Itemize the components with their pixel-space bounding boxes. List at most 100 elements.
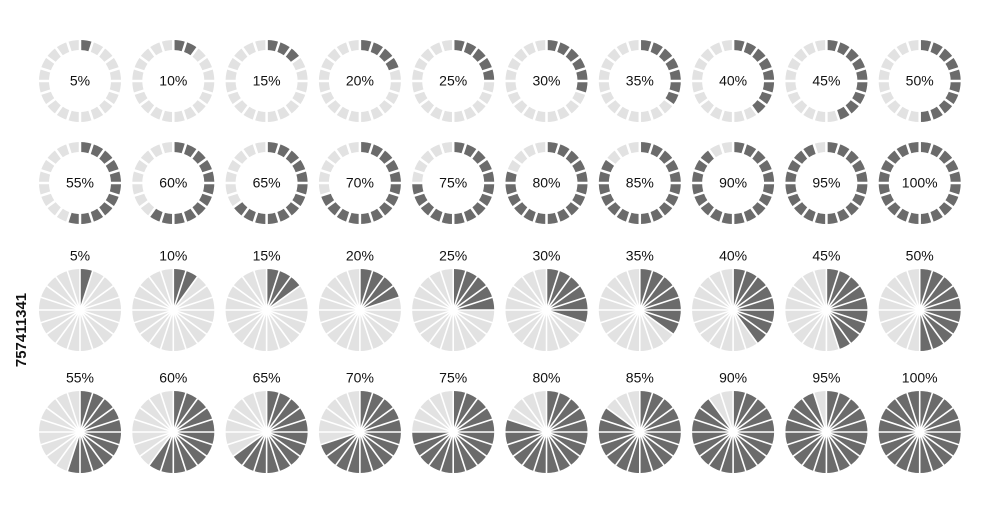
segment-gap — [274, 109, 281, 122]
segment-gap — [800, 148, 810, 160]
segment-gap — [65, 109, 72, 122]
segment-gap — [232, 406, 268, 433]
segment-gap — [376, 46, 386, 58]
segment-gap — [825, 269, 841, 311]
segment-gap — [319, 66, 332, 73]
pie-chart: 90% — [691, 370, 776, 474]
value-label: 95% — [812, 370, 840, 386]
segment-gap — [54, 309, 81, 345]
segment-gap — [376, 206, 386, 218]
segment-gap — [656, 148, 666, 160]
segment-gap — [943, 157, 955, 167]
segment-gap — [919, 431, 955, 458]
segment-gap — [346, 269, 361, 311]
segment-gap — [639, 309, 666, 345]
segment-gap — [172, 284, 208, 311]
segment-gap — [800, 46, 810, 58]
donut-chart: 65% — [224, 141, 309, 225]
segment-gap — [96, 148, 106, 160]
segment-gap — [439, 211, 446, 224]
segment-gap — [232, 309, 268, 336]
segment-gap — [383, 157, 395, 167]
segment-gap — [232, 284, 268, 311]
segment-gap — [138, 199, 150, 209]
pie-chart: 10% — [131, 248, 216, 352]
pie-chart: 45% — [784, 248, 869, 352]
segment-gap — [692, 168, 705, 175]
segment-gap — [894, 206, 904, 218]
segment-gap — [274, 40, 281, 53]
segment-gap — [376, 104, 386, 116]
segment-gap — [625, 142, 632, 155]
segment-gap — [65, 40, 72, 53]
segment-gap — [325, 199, 337, 209]
segment-gap — [879, 89, 892, 96]
segment-gap — [252, 211, 259, 224]
segment-gap — [919, 296, 960, 311]
donut-chart: 5% — [38, 39, 122, 123]
segment-gap — [546, 406, 581, 433]
segment-gap — [599, 431, 641, 446]
segment-gap — [563, 46, 573, 58]
segment-gap — [626, 309, 641, 351]
segment-gap — [918, 431, 934, 473]
segment-gap — [707, 309, 734, 345]
segment-gap — [718, 211, 726, 224]
segment-gap — [345, 142, 352, 155]
segment-gap — [241, 397, 268, 433]
value-label: 25% — [439, 73, 467, 89]
segment-gap — [334, 309, 361, 345]
segment-gap — [843, 148, 853, 160]
segment-gap — [511, 199, 523, 209]
segment-gap — [918, 309, 934, 351]
segment-gap — [554, 142, 561, 155]
segment-gap — [574, 89, 587, 96]
segment-gap — [905, 142, 912, 155]
segment-gap — [626, 269, 641, 311]
segment-gap — [439, 109, 446, 122]
segment-gap — [843, 104, 853, 116]
segment-gap — [825, 309, 861, 336]
segment-gap — [885, 284, 921, 311]
segment-gap — [936, 148, 946, 160]
segment-gap — [854, 66, 867, 73]
segment-gap — [54, 431, 81, 467]
segment-gap — [79, 309, 121, 324]
segment-gap — [506, 191, 519, 198]
segment-gap — [334, 46, 344, 58]
pie-chart: 65% — [224, 370, 309, 474]
segment-gap — [196, 157, 209, 167]
segment-gap — [511, 55, 523, 65]
segment-gap — [532, 142, 539, 155]
segment-gap — [265, 397, 292, 433]
segment-gap — [265, 309, 292, 345]
segment-gap — [418, 431, 454, 458]
segment-gap — [427, 397, 454, 433]
segment-gap — [88, 109, 95, 122]
segment-gap — [639, 431, 675, 458]
segment-gap — [469, 46, 479, 58]
segment-gap — [66, 269, 81, 311]
segment-gap — [39, 418, 81, 433]
segment-gap — [88, 40, 95, 53]
value-label: 90% — [719, 175, 747, 191]
segment-gap — [741, 142, 748, 155]
segment-gap — [532, 431, 548, 473]
segment-gap — [147, 46, 157, 58]
segment-gap — [545, 391, 561, 433]
segment-gap — [605, 97, 617, 107]
segment-gap — [732, 296, 774, 311]
value-label: 100% — [902, 370, 938, 386]
segment-gap — [231, 55, 244, 65]
segment-gap — [506, 418, 547, 433]
segment-gap — [756, 157, 768, 167]
donut-chart: 75% — [411, 141, 496, 225]
segment-gap — [625, 40, 632, 53]
segment-gap — [741, 40, 748, 53]
segment-gap — [54, 397, 81, 433]
segment-gap — [147, 431, 174, 467]
pie-chart: 55% — [38, 370, 122, 474]
segment-gap — [201, 66, 214, 73]
value-label: 75% — [439, 370, 467, 386]
segment-gap — [461, 211, 468, 224]
